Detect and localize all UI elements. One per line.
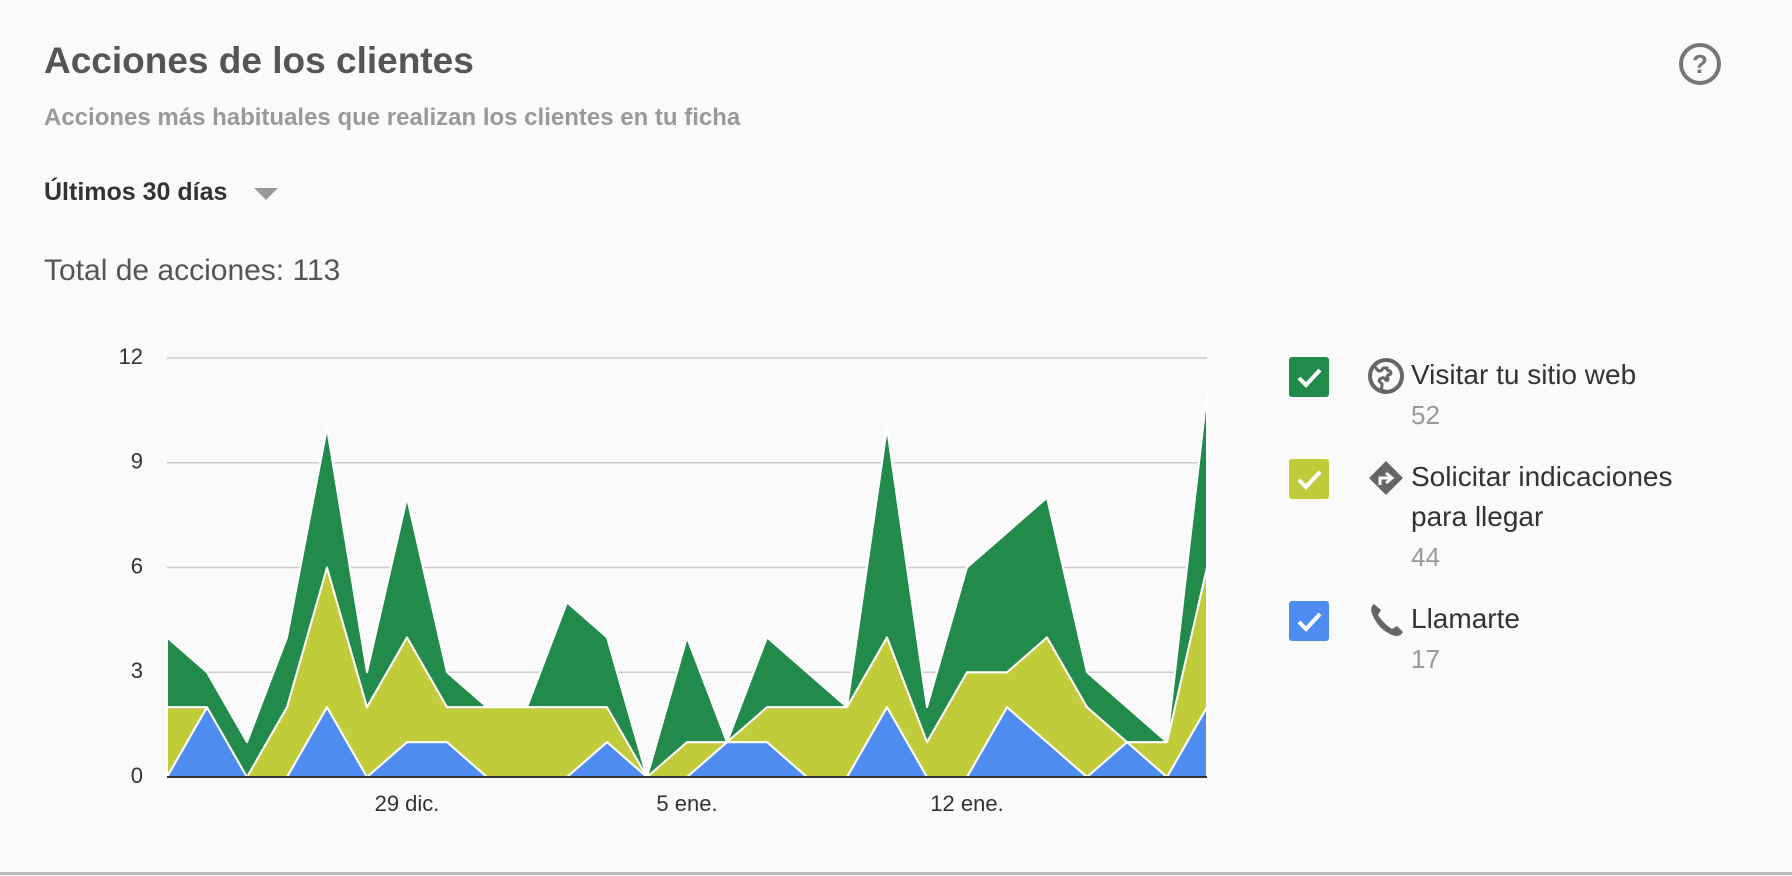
legend-icon — [1371, 604, 1403, 636]
legend-checkbox[interactable] — [1289, 601, 1329, 641]
legend-total: 52 — [1411, 400, 1440, 430]
legend-item[interactable]: Visitar tu sitio web 52 — [1289, 355, 1709, 435]
legend-checkbox[interactable] — [1289, 357, 1329, 397]
legend-checkbox[interactable] — [1289, 459, 1329, 499]
y-tick-label: 3 — [131, 658, 143, 683]
dropdown-caret[interactable] — [254, 188, 278, 200]
y-tick-label: 6 — [131, 553, 143, 578]
legend-total: 44 — [1411, 542, 1440, 572]
check — [1297, 612, 1322, 632]
y-tick-label: 12 — [119, 344, 143, 369]
area — [166, 391, 1208, 778]
legend-item[interactable]: Llamarte 17 — [1289, 599, 1709, 679]
svg-text:?: ? — [1692, 49, 1708, 79]
legend-icon — [1368, 358, 1404, 394]
legend-label: Visitar tu sitio web — [1411, 359, 1637, 390]
total-actions: Total de acciones: 113 — [44, 254, 341, 287]
legend-icon — [1369, 461, 1403, 495]
legend: Visitar tu sitio web 52 Solicitar indicaci… — [1289, 355, 1709, 701]
legend-label: Llamarte — [1411, 603, 1520, 634]
x-tick-label: 12 ene. — [930, 791, 1003, 816]
check — [1297, 368, 1322, 388]
legend-total: 17 — [1411, 644, 1440, 674]
bottom-border — [0, 872, 1792, 875]
x-tick-label: 5 ene. — [656, 791, 717, 816]
help-icon[interactable]: ? — [1676, 40, 1724, 88]
y-tick-label: 0 — [131, 763, 143, 788]
period-selector[interactable]: Últimos 30 días — [44, 178, 228, 206]
chart: 0 3 6 9 12 29 dic. 5 ene. 12 ene. — [119, 344, 1208, 816]
legend-label: Solicitar indicaciones para llegar — [1411, 461, 1673, 532]
subtitle: Acciones más habituales que realizan los… — [44, 104, 741, 131]
legend-item[interactable]: Solicitar indicaciones para llegar 44 — [1289, 457, 1709, 577]
x-tick-label: 29 dic. — [375, 791, 440, 816]
title: Acciones de los clientes — [44, 40, 474, 81]
y-tick-label: 9 — [131, 449, 143, 474]
check — [1297, 470, 1322, 490]
